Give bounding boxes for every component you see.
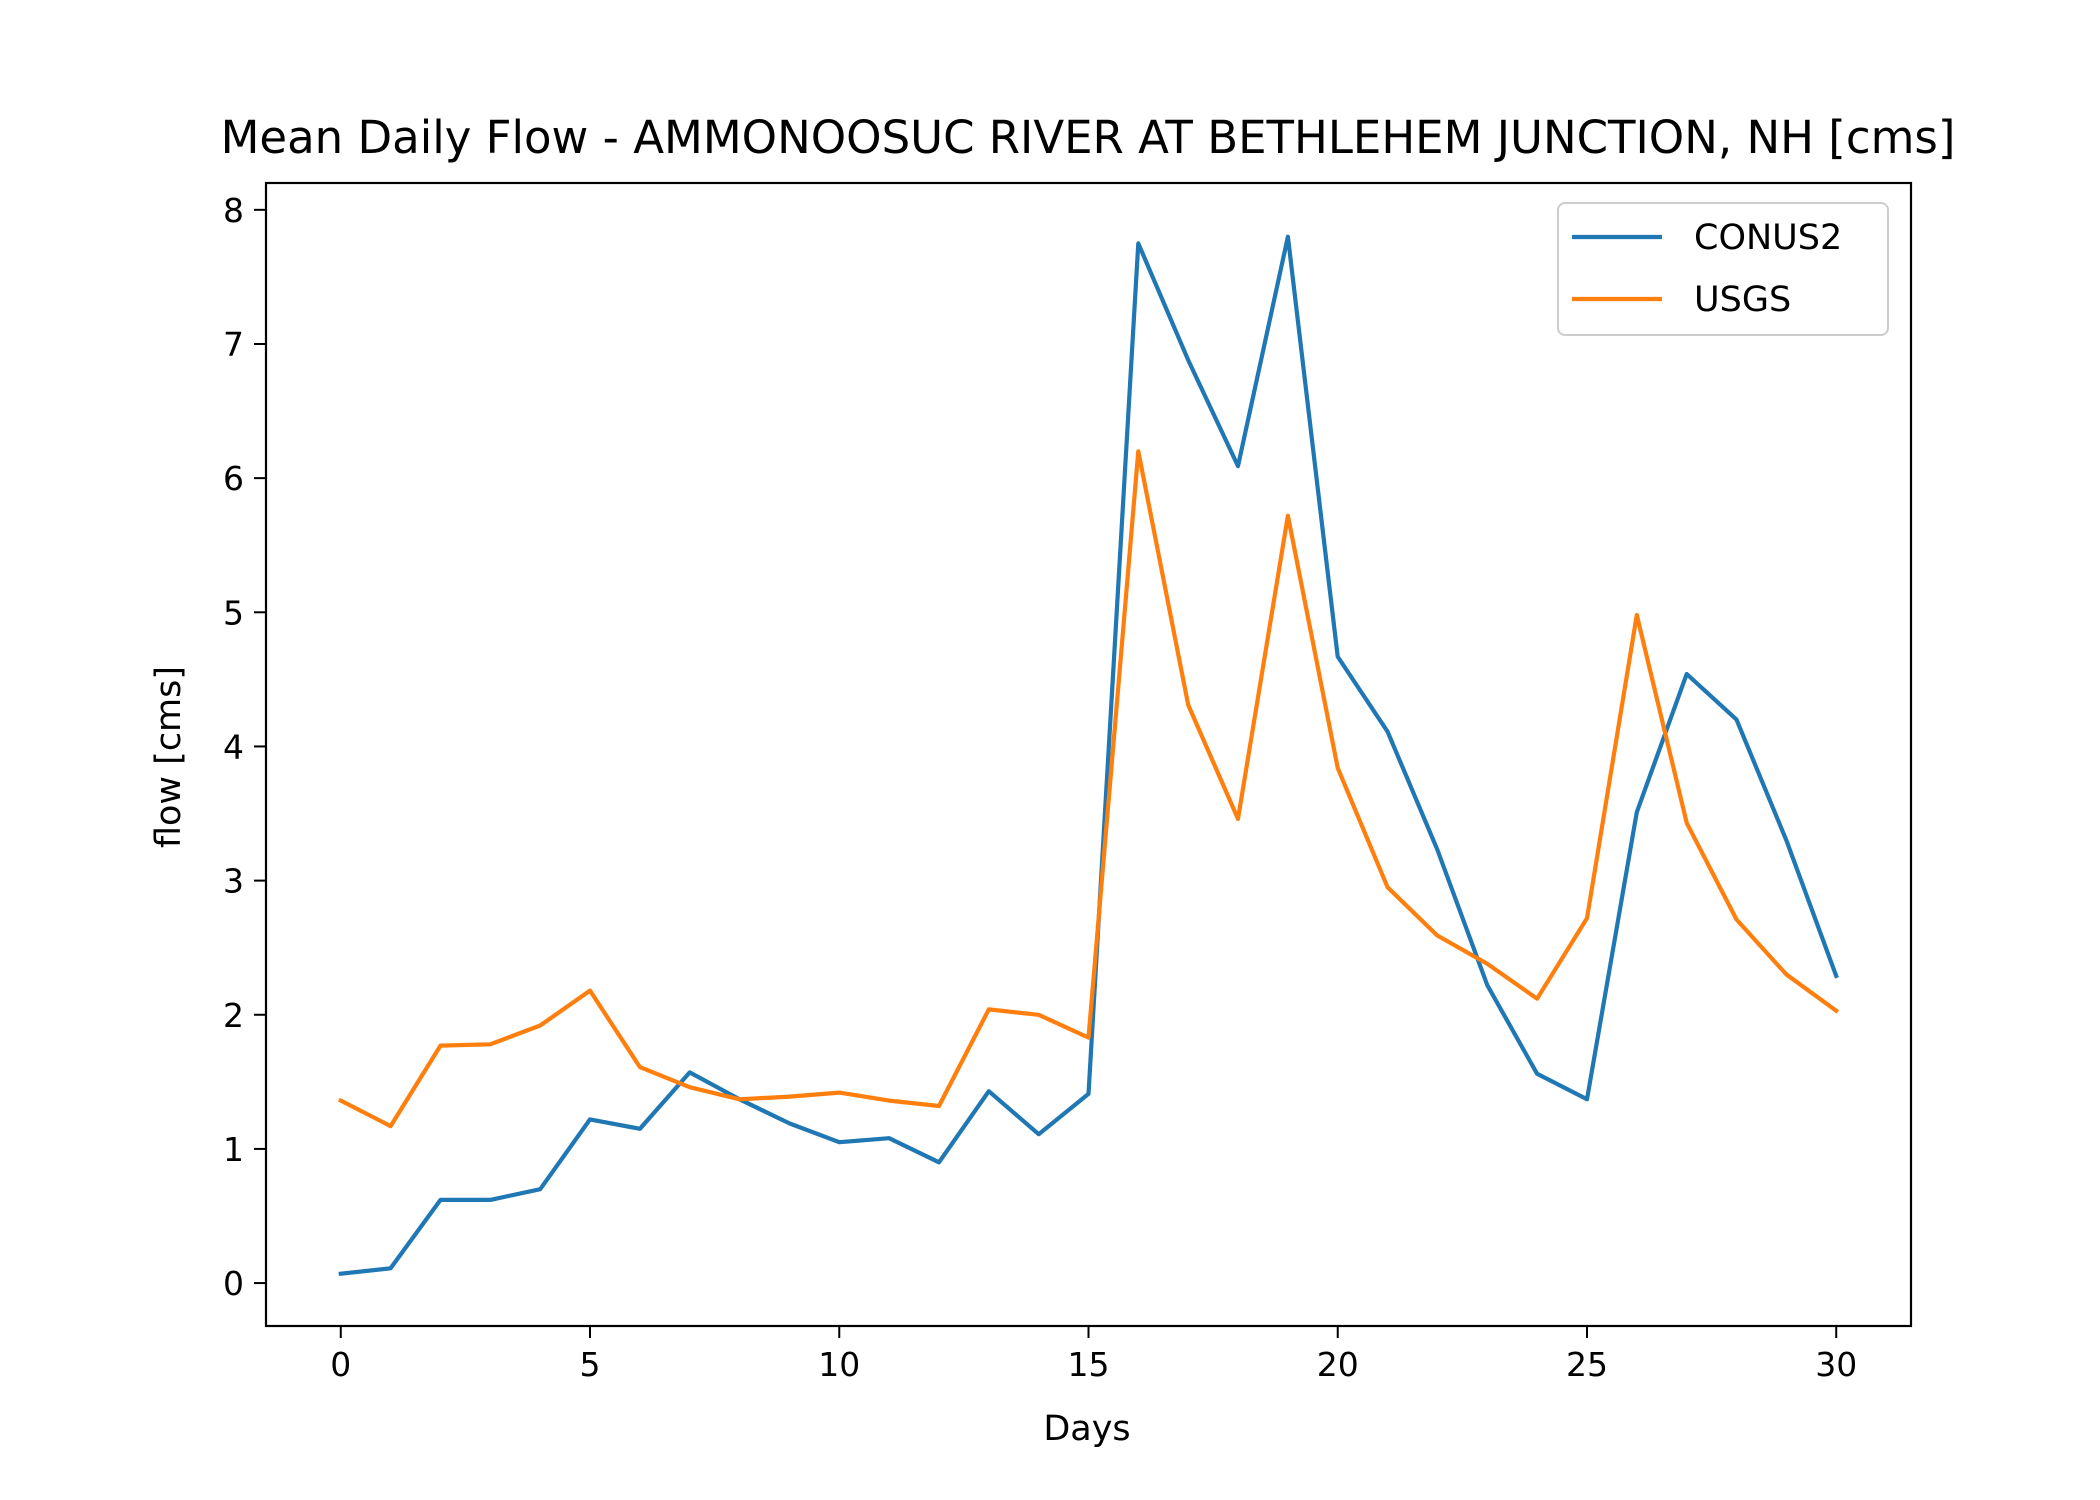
y-tick-label: 7 (223, 325, 244, 364)
y-tick-label: 2 (223, 996, 244, 1035)
series-line-usgs (337, 449, 1840, 1129)
x-tick-label: 0 (330, 1345, 351, 1384)
series-line-conus2 (338, 234, 1839, 1277)
y-tick-label: 5 (223, 593, 244, 632)
x-axis-label: Days (1043, 1409, 1130, 1449)
legend: CONUS2 USGS (1557, 202, 1889, 336)
plot-area: 0 5 10 15 20 25 30 0 1 2 3 4 5 6 7 8 (223, 181, 1913, 1384)
x-tick-label: 15 (1068, 1345, 1110, 1384)
legend-label-conus2: CONUS2 (1694, 218, 1842, 258)
axes-frame (264, 181, 1913, 1328)
y-tick-label: 1 (223, 1130, 244, 1169)
y-tick-label: 8 (223, 191, 244, 230)
x-tick-label: 20 (1317, 1345, 1359, 1384)
x-tick-label: 10 (818, 1345, 860, 1384)
x-tick-label: 30 (1815, 1345, 1857, 1384)
x-tick-label: 25 (1566, 1345, 1608, 1384)
y-tick-label: 6 (223, 459, 244, 498)
legend-label-usgs: USGS (1694, 280, 1791, 320)
y-tick-label: 0 (223, 1264, 244, 1303)
y-axis-label: flow [cms] (149, 666, 189, 848)
y-tick-label: 3 (223, 862, 244, 901)
y-tick-label: 4 (223, 727, 244, 766)
x-tick-label: 5 (580, 1345, 601, 1384)
chart-title: Mean Daily Flow - AMMONOOSUC RIVER AT BE… (221, 111, 1956, 164)
